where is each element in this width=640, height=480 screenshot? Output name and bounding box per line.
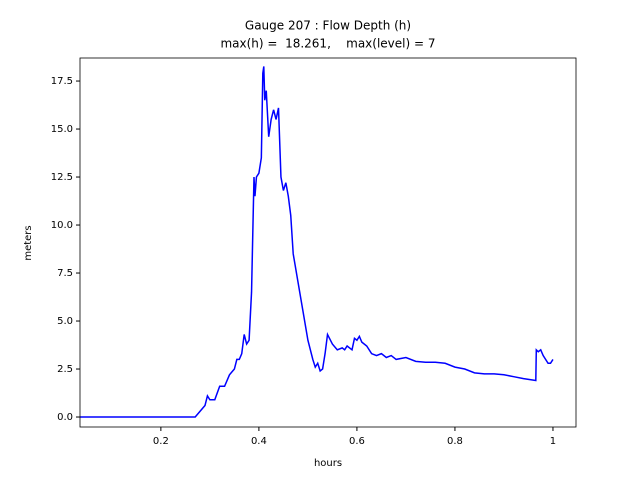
y-axis-label: meters (23, 225, 34, 260)
x-tick-label: 1 (550, 436, 556, 447)
x-tick-label: 0.6 (349, 436, 365, 447)
x-axis-label: hours (314, 458, 342, 469)
x-tick-label: 0.8 (447, 436, 463, 447)
data-line (80, 66, 554, 418)
y-tick-label: 10.0 (51, 220, 73, 231)
y-tick-label: 0.0 (57, 412, 73, 423)
y-tick-label: 5.0 (57, 316, 73, 327)
plot-frame (79, 57, 577, 428)
y-tick-label: 2.5 (57, 364, 73, 375)
chart-title: Gauge 207 : Flow Depth (h) (245, 19, 411, 33)
y-tick-label: 15.0 (51, 124, 73, 135)
y-tick-label: 17.5 (51, 76, 73, 87)
chart-subtitle: max(h) = 18.261, max(level) = 7 (220, 37, 435, 51)
x-tick-label: 0.2 (153, 436, 169, 447)
y-tick-label: 12.5 (51, 172, 73, 183)
y-tick-label: 7.5 (57, 268, 73, 279)
x-tick-label: 0.4 (251, 436, 267, 447)
